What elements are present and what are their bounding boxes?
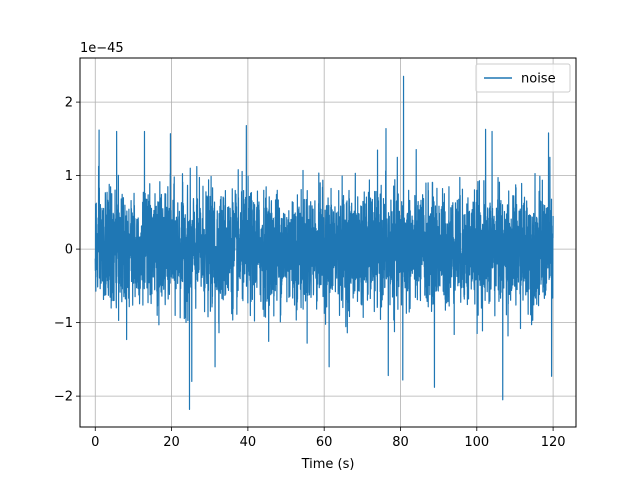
x-tick-label: 120: [541, 435, 566, 450]
series-line-noise: [94, 75, 554, 410]
y-tick-label: −1: [54, 316, 73, 331]
x-tick-label: 40: [240, 435, 257, 450]
y-axis-ticks: −2 −1 0 1 2: [54, 96, 80, 405]
plot-area: [94, 75, 554, 410]
x-tick-label: 80: [392, 435, 409, 450]
y-axis-offset-text: 1e−45: [80, 41, 124, 56]
x-tick-label: 60: [316, 435, 333, 450]
axes-frame: [79, 57, 577, 428]
x-tick-label: 0: [91, 435, 99, 450]
y-tick-label: 2: [65, 96, 73, 111]
y-tick-label: 0: [65, 243, 73, 258]
y-tick-label: −2: [54, 390, 73, 405]
x-tick-label: 20: [163, 435, 180, 450]
x-tick-label: 100: [464, 435, 489, 450]
legend-label-noise: noise: [521, 72, 556, 87]
legend: noise: [475, 63, 571, 93]
x-axis-label: Time (s): [301, 457, 355, 472]
x-axis-ticks: 0 20 40 60 80 100 120: [91, 427, 566, 450]
legend-box: [475, 63, 571, 93]
y-tick-label: 1: [65, 169, 73, 184]
